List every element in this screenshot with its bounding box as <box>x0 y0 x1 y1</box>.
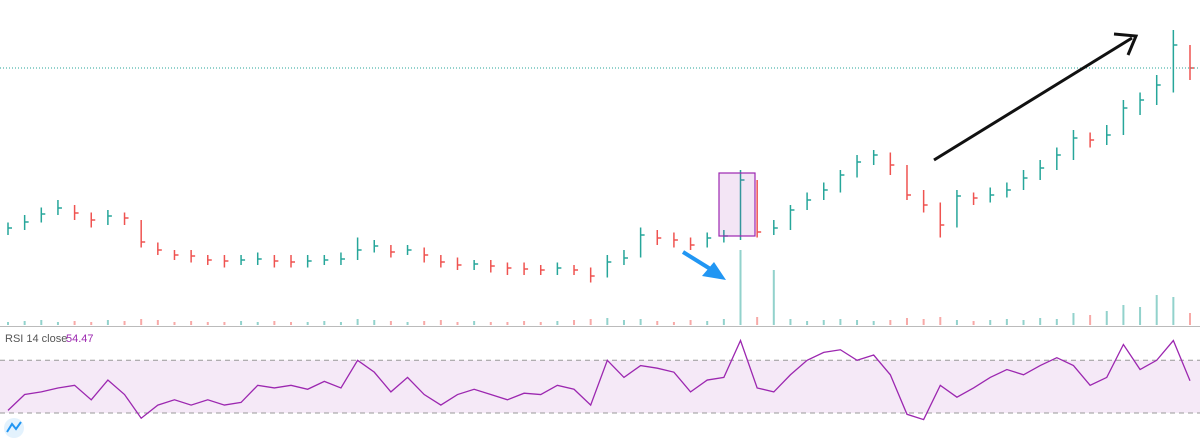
blue-arrow <box>681 250 726 280</box>
volume-bar <box>190 321 193 325</box>
volume-bar <box>1072 313 1075 325</box>
volume-bar <box>56 322 59 325</box>
rsi-band <box>0 360 1200 413</box>
volume-bar <box>856 320 859 325</box>
volume-bar <box>1172 297 1175 325</box>
volume-bar <box>606 318 609 325</box>
price-pane <box>0 30 1200 325</box>
volume-bar <box>173 322 176 325</box>
volume-bar <box>1039 318 1042 325</box>
volume-bar <box>905 318 908 325</box>
volume-bar <box>23 321 26 325</box>
volume-bar <box>7 322 9 325</box>
volume-bar <box>639 319 642 325</box>
volume-bar <box>689 320 692 325</box>
volume-bar <box>273 321 276 325</box>
volume-bar <box>756 317 759 325</box>
volume-bar <box>989 320 992 325</box>
volume-bar <box>1139 307 1142 325</box>
volume-bar <box>556 321 559 325</box>
volume-bar <box>406 322 409 325</box>
volume-bar <box>972 321 975 325</box>
volume-bar <box>156 320 159 325</box>
rsi-legend-value: 54.47 <box>66 333 94 345</box>
volume-bar <box>356 319 359 325</box>
volume-bar <box>822 320 825 325</box>
rsi-pane <box>0 338 1200 421</box>
volume-bar <box>722 319 725 325</box>
volume-bar <box>839 319 842 325</box>
volume-bar <box>73 321 76 325</box>
volume-bar <box>789 319 792 325</box>
volume-bar <box>290 322 293 325</box>
volume-bar <box>389 321 392 325</box>
volume-bar <box>1155 295 1158 325</box>
volume-bar <box>240 321 243 325</box>
volume-bar <box>223 322 226 325</box>
volume-bar <box>339 322 342 325</box>
volume-bar <box>589 319 592 325</box>
volume-bar <box>489 322 492 325</box>
volume-bar <box>506 322 509 325</box>
volume-bar <box>456 322 459 325</box>
highlight-box <box>718 172 756 237</box>
volume-bar <box>40 320 43 325</box>
volume-bar <box>1089 315 1092 325</box>
volume-bar <box>573 320 576 325</box>
volume-bar <box>423 321 426 325</box>
volume-bar <box>439 320 442 325</box>
volume-bar <box>806 321 809 325</box>
volume-bar <box>473 321 476 325</box>
volume-bar <box>323 321 326 325</box>
volume-bar <box>106 320 109 325</box>
black-arrow <box>933 32 1139 162</box>
volume-bar <box>939 317 942 325</box>
volume-bar <box>739 250 742 325</box>
volume-bar <box>1005 319 1008 325</box>
volume-bar <box>772 270 775 325</box>
rsi-line <box>7 338 1191 421</box>
volume-bar <box>1122 305 1125 325</box>
volume-bar <box>622 320 625 325</box>
volume-bar <box>523 321 526 325</box>
volume-bar <box>656 321 659 325</box>
volume-bar <box>889 320 892 325</box>
volume-bar <box>306 322 309 325</box>
volume-bar <box>1022 320 1025 325</box>
volume-bar <box>672 322 675 325</box>
volume-bar <box>256 322 259 325</box>
volume-bar <box>922 319 925 325</box>
logo <box>4 418 24 438</box>
volume-bar <box>373 320 376 325</box>
volume-bar <box>123 321 126 325</box>
volume-bar <box>1189 313 1191 325</box>
volume-bar <box>1105 311 1108 325</box>
rsi-legend-name: RSI 14 close <box>5 333 67 345</box>
volume-bar <box>872 321 875 325</box>
volume-bar <box>539 322 542 325</box>
volume-bar <box>90 322 93 325</box>
volume-bar <box>1055 319 1058 325</box>
volume-bar <box>206 322 209 325</box>
volume-bar <box>706 321 709 325</box>
volume-bar <box>140 319 143 325</box>
volume-bar <box>955 320 958 325</box>
